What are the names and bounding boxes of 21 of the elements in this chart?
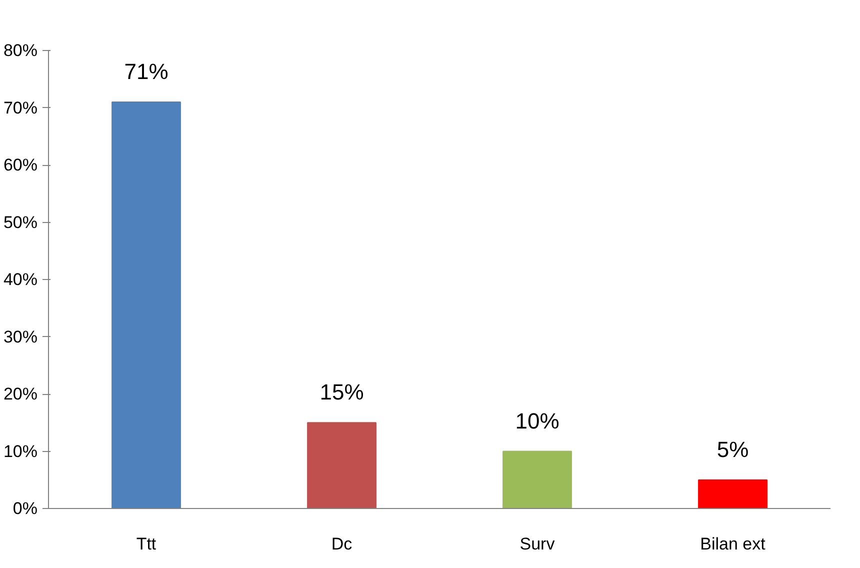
data-label: 71%: [124, 59, 168, 84]
y-tick-label: 30%: [3, 327, 38, 346]
data-label: 15%: [320, 380, 364, 405]
y-tick-label: 80%: [3, 41, 38, 60]
x-tick-label: Dc: [331, 534, 353, 554]
data-label: 5%: [716, 436, 749, 462]
bar: [698, 479, 768, 508]
data-label: 10%: [515, 408, 560, 434]
y-tick-label: 40%: [3, 270, 38, 289]
y-tick-label: 0%: [12, 499, 38, 518]
x-tick-label: Ttt: [136, 534, 156, 554]
y-tick-label: 60%: [3, 156, 38, 174]
y-tick-label: 50%: [3, 212, 38, 232]
bar: [502, 450, 572, 508]
y-tick-label: 10%: [3, 442, 38, 461]
y-tick-label: 70%: [3, 98, 38, 118]
y-tick-label: 20%: [3, 384, 38, 404]
bar: [307, 422, 376, 508]
x-tick-label: Bilan ext: [700, 534, 766, 554]
bar: [112, 102, 181, 508]
x-tick-label: Surv: [520, 534, 556, 554]
